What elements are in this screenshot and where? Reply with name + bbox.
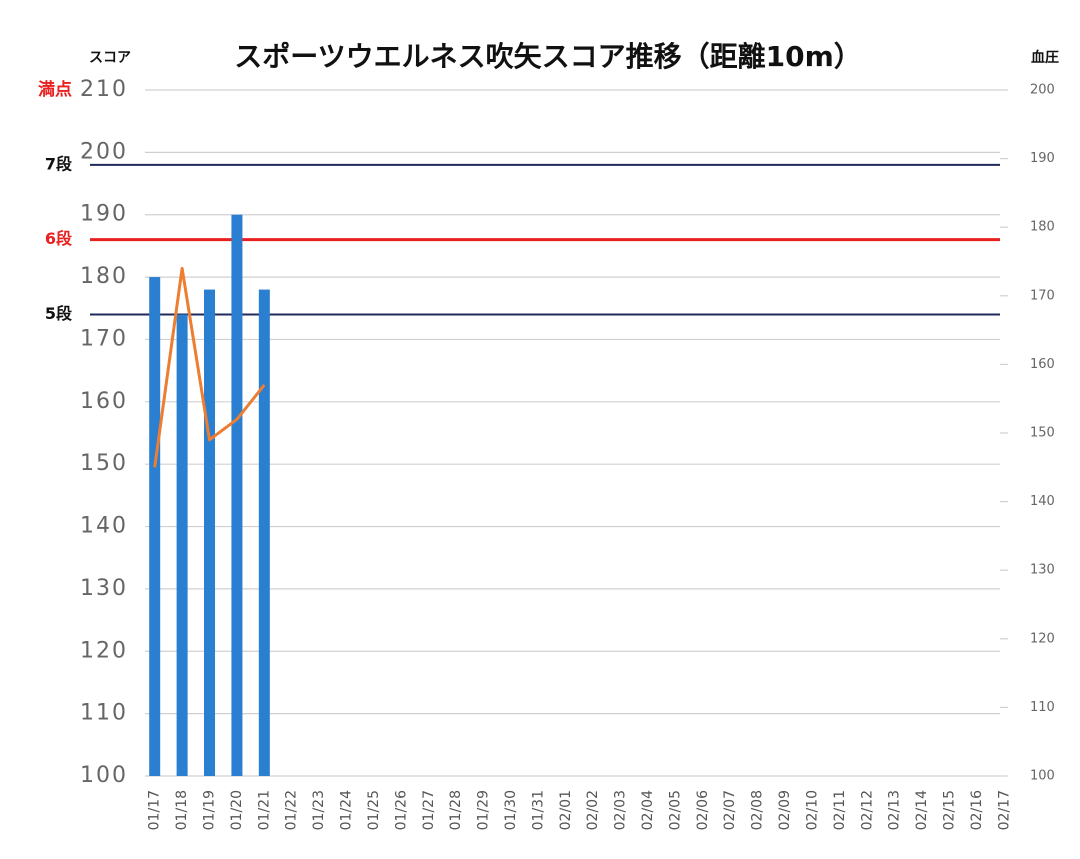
- x-tick-label: 01/23: [311, 790, 327, 830]
- bar: [149, 277, 161, 776]
- x-tick-label: 01/19: [202, 790, 218, 830]
- x-tick-label: 01/18: [174, 790, 190, 830]
- line: [153, 266, 266, 468]
- y-tick-label: 170: [80, 326, 128, 351]
- annotation: 満点: [38, 79, 72, 100]
- y-tick-label: 180: [80, 264, 128, 289]
- bar: [176, 314, 188, 776]
- x-tick-label: 02/03: [613, 790, 629, 830]
- y-tick-label: 190: [80, 202, 128, 227]
- y2-axis-label: 血圧: [1031, 49, 1059, 66]
- x-tick-label: 01/30: [503, 790, 519, 830]
- x-tick-label: 02/12: [859, 790, 875, 830]
- x-tick-label: 01/27: [421, 790, 437, 830]
- x-tick-label: 01/20: [229, 790, 245, 830]
- x-tick-label: 01/26: [393, 790, 409, 830]
- y-tick-label: 210: [80, 77, 128, 102]
- x-tick-label: 02/06: [695, 790, 711, 830]
- x-tick-label: 02/11: [832, 790, 848, 830]
- bar: [258, 289, 270, 776]
- y-axis-label: スコア: [89, 50, 131, 66]
- x-tick-label: 01/29: [476, 790, 492, 830]
- x-tick-label: 01/24: [339, 790, 355, 830]
- x-tick-label: 02/14: [914, 790, 930, 830]
- y-tick-label: 150: [80, 451, 128, 476]
- y2-tick-label: 160: [1030, 357, 1055, 372]
- y2-tick-label: 120: [1030, 631, 1055, 646]
- y-tick-label: 160: [80, 389, 128, 414]
- reference-label: 7段: [45, 154, 73, 173]
- x-tick-label: 02/07: [722, 790, 738, 830]
- x-tick-label: 02/13: [887, 790, 903, 830]
- y-tick-label: 140: [80, 514, 128, 539]
- x-tick-label: 02/01: [558, 790, 574, 830]
- x-tick-label: 02/16: [969, 790, 985, 830]
- x-tick-label: 02/15: [941, 790, 957, 830]
- x-tick-label: 01/28: [448, 790, 464, 830]
- x-tick-label: 01/31: [530, 790, 546, 830]
- y2-tick-label: 180: [1030, 220, 1055, 235]
- x-tick-label: 02/05: [667, 790, 683, 830]
- y-tick-label: 120: [80, 638, 128, 663]
- x-tick-label: 02/10: [804, 790, 820, 830]
- y2-tick-label: 170: [1030, 288, 1055, 303]
- x-tick-label: 02/04: [640, 790, 656, 830]
- y2-tick-label: 100: [1030, 769, 1055, 784]
- y2-tick-label: 140: [1030, 494, 1055, 509]
- bar: [231, 214, 243, 776]
- y-tick-label: 200: [80, 139, 128, 164]
- x-tick-label: 02/02: [585, 790, 601, 830]
- y-tick-label: 100: [80, 763, 128, 788]
- y2-tick-label: 200: [1030, 83, 1055, 98]
- x-tick-label: 01/17: [147, 790, 163, 830]
- x-tick-label: 02/09: [777, 790, 793, 830]
- y2-tick-label: 110: [1030, 700, 1055, 715]
- chart-title: スポーツウエルネス吹矢スコア推移（距離10m）: [234, 40, 862, 73]
- y2-tick-label: 190: [1030, 151, 1055, 166]
- y2-tick-label: 150: [1030, 426, 1055, 441]
- y2-tick-label: 130: [1030, 563, 1055, 578]
- reference-label: 5段: [45, 304, 73, 323]
- y-tick-label: 130: [80, 576, 128, 601]
- x-tick-label: 01/22: [284, 790, 300, 830]
- x-tick-label: 02/17: [996, 790, 1012, 830]
- x-tick-label: 01/21: [256, 790, 272, 830]
- x-tick-label: 02/08: [750, 790, 766, 830]
- x-tick-label: 01/25: [366, 790, 382, 830]
- bar: [204, 289, 216, 776]
- reference-label: 6段: [45, 229, 73, 248]
- y-tick-label: 110: [80, 701, 128, 726]
